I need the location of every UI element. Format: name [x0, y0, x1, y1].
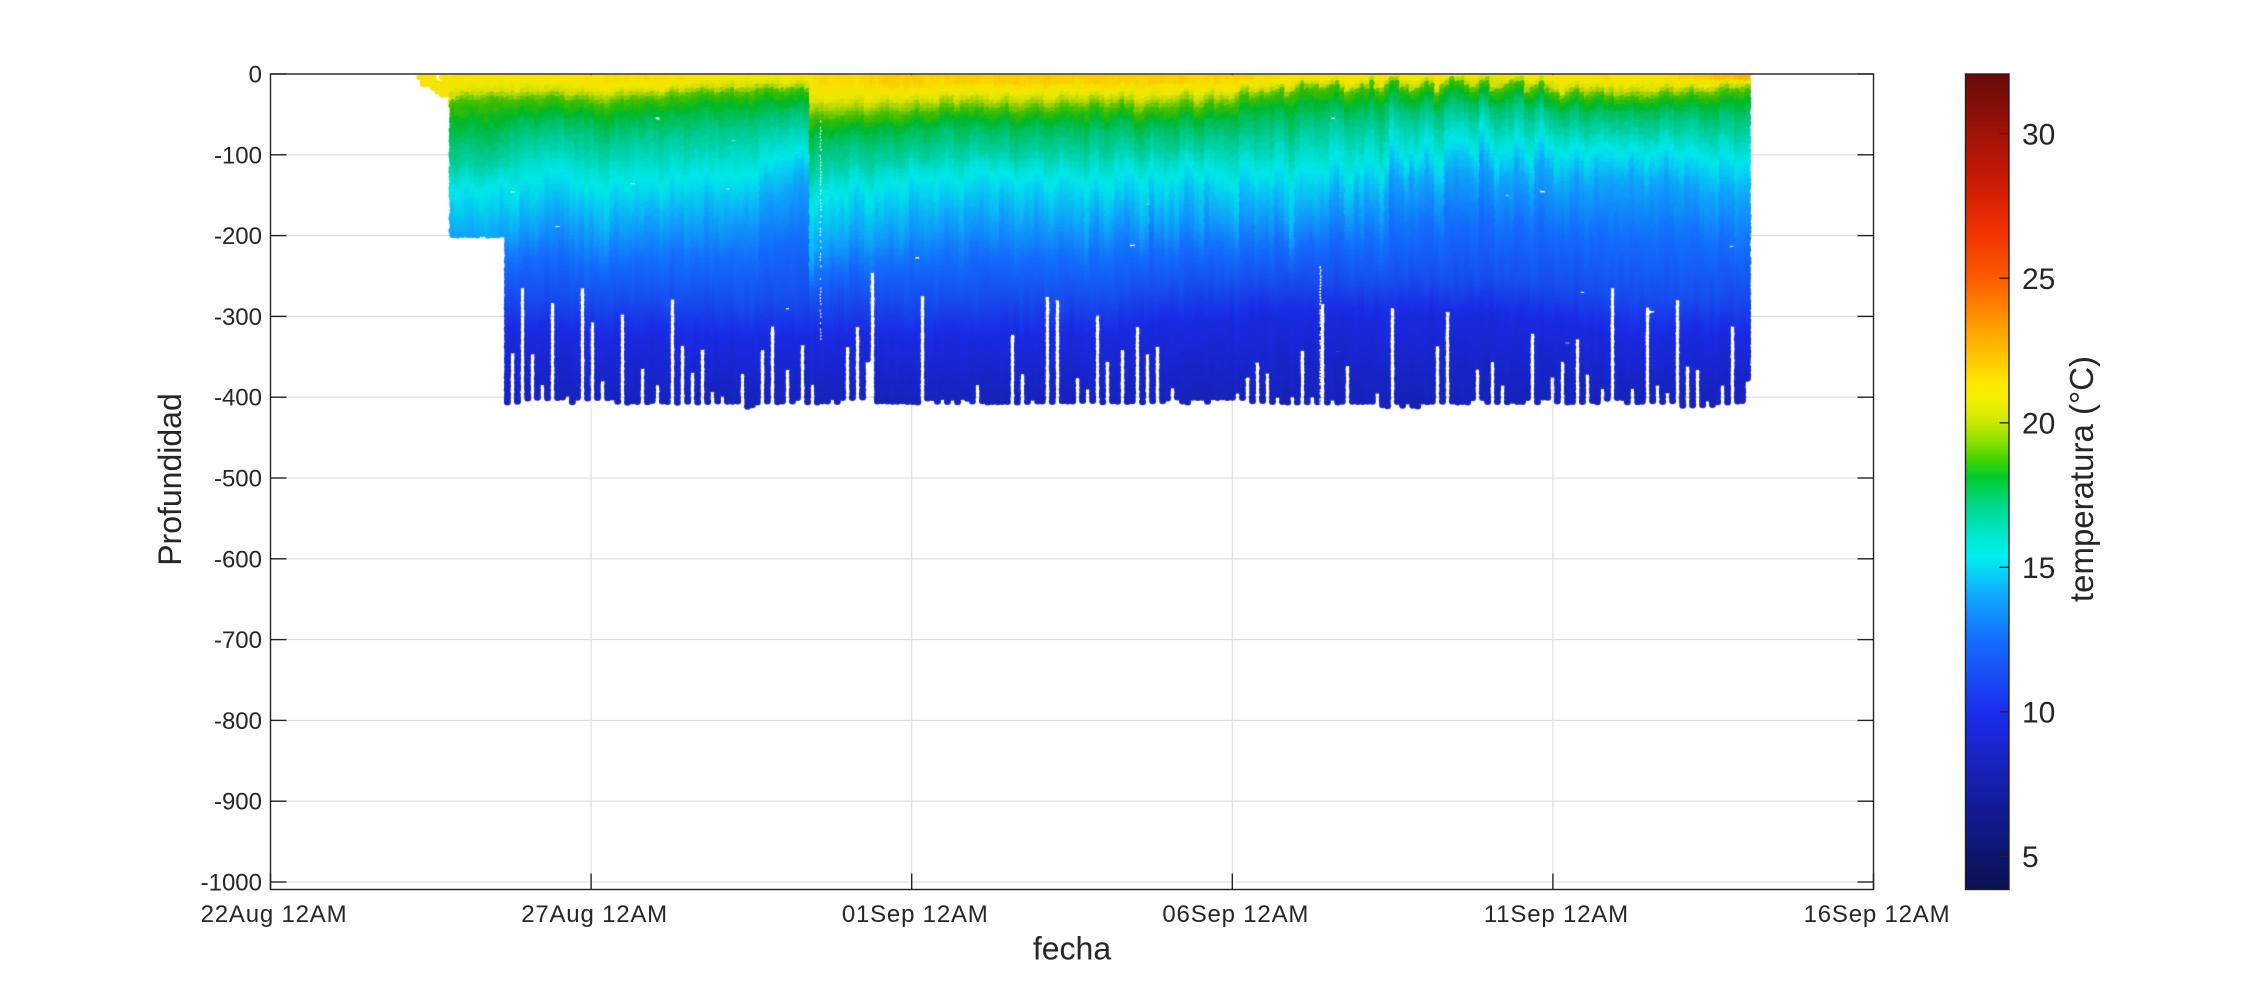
svg-text:-900: -900	[214, 789, 262, 816]
svg-text:-100: -100	[214, 142, 262, 169]
svg-text:20: 20	[2022, 408, 2055, 441]
svg-text:-200: -200	[214, 223, 262, 250]
svg-text:25: 25	[2022, 263, 2055, 296]
svg-text:0: 0	[249, 62, 262, 89]
svg-text:-1000: -1000	[201, 870, 262, 897]
svg-text:30: 30	[2022, 119, 2055, 152]
svg-text:16Sep 12AM: 16Sep 12AM	[1804, 901, 1951, 928]
svg-text:10: 10	[2022, 697, 2055, 730]
svg-text:-300: -300	[214, 304, 262, 331]
svg-text:-600: -600	[214, 546, 262, 573]
svg-text:-400: -400	[214, 385, 262, 412]
svg-text:temperatura (°C): temperatura (°C)	[2063, 356, 2100, 602]
svg-text:-500: -500	[214, 466, 262, 493]
svg-text:fecha: fecha	[1033, 931, 1111, 967]
svg-text:-700: -700	[214, 627, 262, 654]
svg-text:Profundidad: Profundidad	[152, 393, 188, 566]
svg-text:15: 15	[2022, 552, 2055, 585]
svg-text:22Aug 12AM: 22Aug 12AM	[201, 901, 348, 928]
svg-text:06Sep 12AM: 06Sep 12AM	[1162, 901, 1309, 928]
svg-text:-800: -800	[214, 708, 262, 735]
svg-text:27Aug 12AM: 27Aug 12AM	[521, 901, 668, 928]
svg-text:5: 5	[2022, 841, 2039, 874]
svg-text:11Sep 12AM: 11Sep 12AM	[1484, 901, 1629, 928]
svg-text:01Sep 12AM: 01Sep 12AM	[842, 901, 989, 928]
